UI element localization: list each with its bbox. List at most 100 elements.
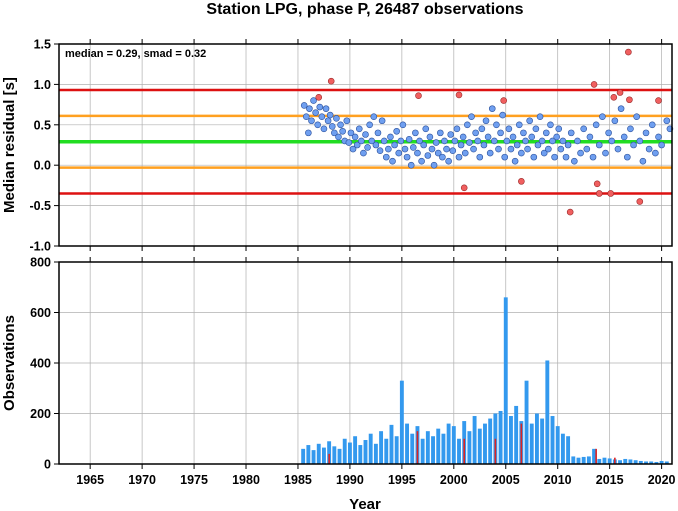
observation-bar: [321, 447, 326, 464]
residual-point: [567, 129, 575, 137]
residual-point: [339, 127, 346, 135]
residual-point: [486, 149, 494, 157]
residual-point: [364, 144, 371, 151]
outlier-point: [625, 48, 632, 56]
residual-frame: [58, 43, 673, 247]
residual-point: [397, 137, 405, 145]
outlier-point: [590, 81, 598, 88]
residual-point: [513, 141, 521, 149]
residual-point: [595, 141, 603, 149]
residual-point: [663, 117, 671, 125]
residual-point: [391, 141, 398, 149]
observation-bar: [628, 459, 633, 464]
outlier-point: [327, 77, 335, 85]
observations-y-ticks: 800 600 400 200 0: [30, 256, 59, 472]
residual-point: [540, 149, 548, 157]
observation-bar: [373, 443, 378, 464]
residual-point: [314, 121, 322, 129]
residual-point: [459, 133, 467, 141]
residual-point: [499, 111, 506, 119]
residual-point: [518, 149, 525, 157]
observation-bar: [405, 423, 410, 464]
residual-x-ticks: [89, 39, 663, 251]
x-tick-label: 2015: [596, 473, 624, 487]
observation-bar: [586, 456, 591, 464]
residual-point: [333, 115, 340, 122]
x-tick-label: 1970: [128, 473, 156, 487]
y-tick-label: 800: [30, 256, 51, 270]
residual-point: [305, 129, 312, 137]
residual-point: [461, 149, 469, 157]
residual-point: [322, 105, 330, 112]
outlier-point: [607, 190, 615, 197]
residual-point: [399, 121, 407, 129]
residual-point: [320, 125, 328, 133]
observation-bar: [644, 461, 648, 464]
residual-point: [611, 117, 619, 125]
residual-point: [418, 157, 425, 165]
outlier-point: [593, 180, 601, 188]
residual-point: [509, 133, 517, 141]
residual-point: [376, 147, 384, 154]
residual-point: [443, 145, 450, 153]
observation-bar: [368, 433, 373, 464]
x-tick-label: 1985: [284, 473, 312, 487]
observation-bar: [534, 413, 539, 464]
outlier-point: [566, 208, 574, 216]
residual-point: [583, 145, 591, 153]
outlier-point: [595, 190, 603, 197]
residual-point: [589, 153, 597, 161]
residual-point: [639, 157, 647, 165]
residual-point: [453, 125, 461, 133]
highlight-bar: [614, 457, 616, 464]
observation-bar: [306, 445, 311, 464]
residual-point: [577, 149, 584, 157]
observation-bar: [342, 438, 347, 464]
x-tick-label: 1995: [388, 473, 416, 487]
outlier-point: [518, 178, 525, 185]
observation-bar: [410, 433, 415, 464]
observation-bar: [638, 460, 643, 464]
outlier-point: [626, 96, 633, 104]
residual-panel: 1.5 1.0 0.5 0.0 -0.5 -1.0 median = 0.29, smad…: [1, 38, 674, 254]
residual-point: [493, 121, 500, 129]
residual-point: [393, 127, 400, 135]
residual-point: [478, 125, 486, 133]
observation-bar: [592, 448, 597, 464]
observation-bar: [509, 416, 513, 464]
residual-point: [655, 133, 662, 141]
residual-point: [345, 139, 353, 146]
observation-bar: [550, 416, 555, 464]
observation-bar: [379, 431, 384, 464]
residual-points: [300, 48, 674, 216]
observation-bar: [441, 433, 446, 464]
residual-point: [528, 133, 536, 141]
residual-point: [636, 137, 644, 145]
residual-point: [426, 133, 434, 141]
residual-point: [445, 157, 452, 165]
reference-lines: [59, 88, 672, 195]
residual-point: [642, 129, 650, 137]
observation-bar: [540, 418, 545, 464]
residual-point: [526, 117, 533, 125]
outlier-point: [455, 91, 463, 99]
residual-point: [484, 133, 492, 141]
outlier-point: [616, 89, 624, 96]
residual-point: [326, 111, 334, 119]
residual-point: [532, 125, 540, 133]
observation-bar: [363, 440, 368, 464]
residual-point: [455, 153, 463, 161]
residual-point: [414, 149, 421, 157]
observation-bar: [431, 436, 435, 464]
residual-point: [439, 153, 446, 161]
residual-point: [488, 105, 496, 112]
residual-point: [434, 149, 442, 157]
x-axis-label: Year: [349, 496, 381, 511]
residual-point: [464, 121, 471, 129]
residual-point: [430, 161, 438, 169]
residual-point: [337, 121, 344, 129]
observation-bar: [353, 436, 358, 464]
y-tick-label: 0.5: [34, 118, 51, 132]
residual-point: [470, 145, 477, 153]
residual-point: [562, 153, 570, 161]
